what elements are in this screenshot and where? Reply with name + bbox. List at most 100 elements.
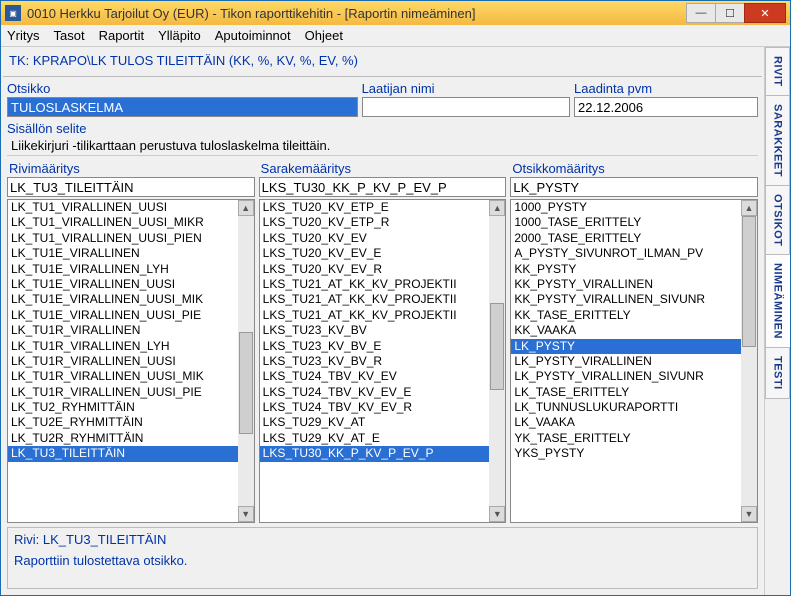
rivimaaritys-label: Rivimääritys xyxy=(7,160,255,177)
tab-nimeäminen[interactable]: NIMEÄMINEN xyxy=(765,254,790,348)
otsikko-input[interactable] xyxy=(7,97,358,117)
tab-rivit[interactable]: RIVIT xyxy=(765,47,790,96)
list-item[interactable]: LKS_TU20_KV_EV xyxy=(260,231,490,246)
menubar: Yritys Tasot Raportit Ylläpito Aputoiminnot O… xyxy=(1,25,790,47)
list-item[interactable]: YKS_PYSTY xyxy=(511,446,741,461)
list-item[interactable]: LKS_TU24_TBV_KV_EV_E xyxy=(260,385,490,400)
list-item[interactable]: LK_TU1R_VIRALLINEN_UUSI_MIK xyxy=(8,369,238,384)
tab-otsikot[interactable]: OTSIKOT xyxy=(765,185,790,255)
scrollbar[interactable]: ▲ ▼ xyxy=(489,200,505,522)
close-button[interactable]: ✕ xyxy=(744,3,786,23)
tab-testi[interactable]: TESTI xyxy=(765,347,790,399)
list-item[interactable]: LK_TU3_TILEITTÄIN xyxy=(8,446,238,461)
scroll-up-icon[interactable]: ▲ xyxy=(238,200,254,216)
rivimaaritys-listbox[interactable]: LK_TU1_VIRALLINEN_UUSILK_TU1_VIRALLINEN_… xyxy=(7,199,255,523)
titlebar[interactable]: ▣ 0010 Herkku Tarjoilut Oy (EUR) - Tikon… xyxy=(1,1,790,25)
status-panel: Rivi: LK_TU3_TILEITTÄIN Raporttiin tulos… xyxy=(7,527,758,589)
list-item[interactable]: LK_TU1E_VIRALLINEN_UUSI xyxy=(8,277,238,292)
status-row-2: Raporttiin tulostettava otsikko. xyxy=(14,553,751,568)
list-item[interactable]: LKS_TU24_TBV_KV_EV xyxy=(260,369,490,384)
list-item[interactable]: LK_TUNNUSLUKURAPORTTI xyxy=(511,400,741,415)
otsikkomaaritys-select[interactable]: LK_PYSTY xyxy=(510,177,758,197)
list-item[interactable]: LK_TASE_ERITTELY xyxy=(511,385,741,400)
menu-ohjeet[interactable]: Ohjeet xyxy=(305,28,343,43)
list-item[interactable]: LKS_TU21_AT_KK_KV_PROJEKTII xyxy=(260,277,490,292)
otsikkomaaritys-listbox[interactable]: 1000_PYSTY1000_TASE_ERITTELY2000_TASE_ER… xyxy=(510,199,758,523)
list-item[interactable]: LK_TU1R_VIRALLINEN xyxy=(8,323,238,338)
list-item[interactable]: LKS_TU23_KV_BV_R xyxy=(260,354,490,369)
laatija-input[interactable] xyxy=(362,97,570,117)
list-item[interactable]: LK_PYSTY_VIRALLINEN xyxy=(511,354,741,369)
scroll-down-icon[interactable]: ▼ xyxy=(741,506,757,522)
menu-tasot[interactable]: Tasot xyxy=(54,28,85,43)
scrollbar[interactable]: ▲ ▼ xyxy=(238,200,254,522)
menu-aputoiminnot[interactable]: Aputoiminnot xyxy=(215,28,291,43)
list-item[interactable]: LK_TU1R_VIRALLINEN_UUSI_PIE xyxy=(8,385,238,400)
list-item[interactable]: LK_TU1E_VIRALLINEN_LYH xyxy=(8,262,238,277)
list-item[interactable]: KK_TASE_ERITTELY xyxy=(511,308,741,323)
scroll-down-icon[interactable]: ▼ xyxy=(238,506,254,522)
sarakemaaritys-label: Sarakemääritys xyxy=(259,160,507,177)
list-item[interactable]: LKS_TU23_KV_BV_E xyxy=(260,339,490,354)
otsikko-label: Otsikko xyxy=(7,81,358,96)
list-item[interactable]: LK_TU2E_RYHMITTÄIN xyxy=(8,415,238,430)
list-item[interactable]: LK_TU1E_VIRALLINEN_UUSI_PIE xyxy=(8,308,238,323)
list-item[interactable]: LKS_TU20_KV_EV_R xyxy=(260,262,490,277)
list-item[interactable]: LK_VAAKA xyxy=(511,415,741,430)
sisalto-label: Sisällön selite xyxy=(7,121,758,136)
laadinta-input[interactable] xyxy=(574,97,758,117)
window-title: 0010 Herkku Tarjoilut Oy (EUR) - Tikon r… xyxy=(27,6,687,21)
list-item[interactable]: LKS_TU20_KV_EV_E xyxy=(260,246,490,261)
list-item[interactable]: LK_TU2_RYHMITTÄIN xyxy=(8,400,238,415)
status-row-1: Rivi: LK_TU3_TILEITTÄIN xyxy=(14,532,751,547)
list-item[interactable]: LK_TU1R_VIRALLINEN_LYH xyxy=(8,339,238,354)
list-item[interactable]: A_PYSTY_SIVUNROT_ILMAN_PV xyxy=(511,246,741,261)
rivimaaritys-select[interactable]: LK_TU3_TILEITTÄIN xyxy=(7,177,255,197)
list-item[interactable]: LKS_TU20_KV_ETP_R xyxy=(260,215,490,230)
list-item[interactable]: 1000_TASE_ERITTELY xyxy=(511,215,741,230)
list-item[interactable]: LKS_TU23_KV_BV xyxy=(260,323,490,338)
menu-ylläpito[interactable]: Ylläpito xyxy=(158,28,201,43)
menu-raportit[interactable]: Raportit xyxy=(99,28,145,43)
list-item[interactable]: LK_TU1R_VIRALLINEN_UUSI xyxy=(8,354,238,369)
list-item[interactable]: KK_PYSTY_VIRALLINEN xyxy=(511,277,741,292)
scroll-up-icon[interactable]: ▲ xyxy=(741,200,757,216)
list-item[interactable]: LKS_TU24_TBV_KV_EV_R xyxy=(260,400,490,415)
list-item[interactable]: LKS_TU20_KV_ETP_E xyxy=(260,200,490,215)
list-item[interactable]: LK_PYSTY_VIRALLINEN_SIVUNR xyxy=(511,369,741,384)
list-item[interactable]: LK_PYSTY xyxy=(511,339,741,354)
scroll-down-icon[interactable]: ▼ xyxy=(489,506,505,522)
list-item[interactable]: KK_PYSTY xyxy=(511,262,741,277)
list-item[interactable]: KK_PYSTY_VIRALLINEN_SIVUNR xyxy=(511,292,741,307)
app-window: ▣ 0010 Herkku Tarjoilut Oy (EUR) - Tikon… xyxy=(0,0,791,596)
otsikkomaaritys-label: Otsikkomääritys xyxy=(510,160,758,177)
sarakemaaritys-listbox[interactable]: LKS_TU20_KV_ETP_ELKS_TU20_KV_ETP_RLKS_TU… xyxy=(259,199,507,523)
list-item[interactable]: YK_TASE_ERITTELY xyxy=(511,431,741,446)
side-tabs: RIVITSARAKKEETOTSIKOTNIMEÄMINENTESTI xyxy=(764,47,790,595)
tab-sarakkeet[interactable]: SARAKKEET xyxy=(765,95,790,186)
laatija-label: Laatijan nimi xyxy=(362,81,570,96)
list-item[interactable]: LK_TU1E_VIRALLINEN xyxy=(8,246,238,261)
menu-yritys[interactable]: Yritys xyxy=(7,28,40,43)
list-item[interactable]: 2000_TASE_ERITTELY xyxy=(511,231,741,246)
list-item[interactable]: LKS_TU30_KK_P_KV_P_EV_P xyxy=(260,446,490,461)
minimize-button[interactable]: — xyxy=(686,3,716,23)
list-item[interactable]: 1000_PYSTY xyxy=(511,200,741,215)
list-item[interactable]: KK_VAAKA xyxy=(511,323,741,338)
maximize-button[interactable]: ☐ xyxy=(715,3,745,23)
scroll-up-icon[interactable]: ▲ xyxy=(489,200,505,216)
list-item[interactable]: LK_TU1_VIRALLINEN_UUSI_MIKR xyxy=(8,215,238,230)
list-item[interactable]: LKS_TU21_AT_KK_KV_PROJEKTII xyxy=(260,292,490,307)
laadinta-label: Laadinta pvm xyxy=(574,81,758,96)
list-item[interactable]: LK_TU1_VIRALLINEN_UUSI xyxy=(8,200,238,215)
sarakemaaritys-select[interactable]: LKS_TU30_KK_P_KV_P_EV_P xyxy=(259,177,507,197)
list-item[interactable]: LKS_TU21_AT_KK_KV_PROJEKTII xyxy=(260,308,490,323)
sisalto-value: Liikekirjuri -tilikarttaan perustuva tul… xyxy=(7,136,758,156)
app-icon: ▣ xyxy=(5,5,21,21)
list-item[interactable]: LK_TU1_VIRALLINEN_UUSI_PIEN xyxy=(8,231,238,246)
list-item[interactable]: LK_TU1E_VIRALLINEN_UUSI_MIK xyxy=(8,292,238,307)
list-item[interactable]: LKS_TU29_KV_AT xyxy=(260,415,490,430)
list-item[interactable]: LKS_TU29_KV_AT_E xyxy=(260,431,490,446)
list-item[interactable]: LK_TU2R_RYHMITTÄIN xyxy=(8,431,238,446)
scrollbar[interactable]: ▲ ▼ xyxy=(741,200,757,522)
